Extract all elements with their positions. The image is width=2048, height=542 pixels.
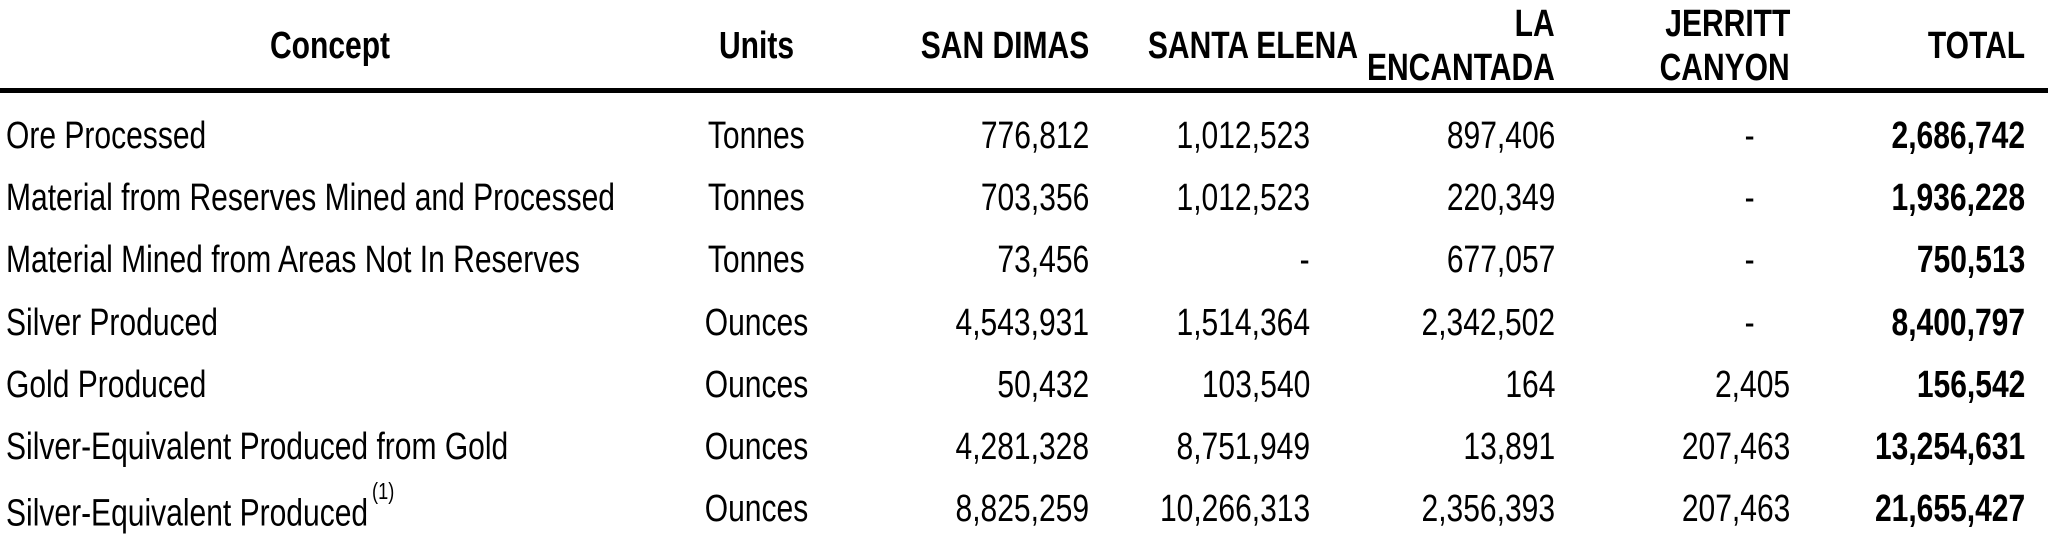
column-header-total: TOTAL <box>1927 25 2025 67</box>
column-header-san-dimas: SAN DIMAS <box>920 25 1089 67</box>
cell-la-encantada: 677,057 <box>1446 239 1555 282</box>
column-header-units: Units <box>718 25 794 67</box>
table-body: Ore Processed Tonnes 776,812 1,012,523 8… <box>0 93 2048 540</box>
cell-la-encantada: 220,349 <box>1446 177 1555 220</box>
table-row: Silver Produced Ounces 4,543,931 1,514,3… <box>0 292 2048 354</box>
column-header-jerritt-canyon: JERRITT CANYON <box>1659 3 1790 89</box>
cell-units: Ounces <box>704 301 808 344</box>
cell-san-dimas: 776,812 <box>980 115 1089 158</box>
cell-concept: Gold Produced <box>6 363 207 406</box>
cell-jerritt-canyon: 207,463 <box>1681 488 1790 531</box>
table-row: Silver-Equivalent Produced from Gold Oun… <box>0 416 2048 478</box>
cell-la-encantada: 13,891 <box>1463 426 1555 469</box>
table-row: Gold Produced Ounces 50,432 103,540 164 … <box>0 354 2048 416</box>
cell-san-dimas: 703,356 <box>980 177 1089 220</box>
table-row: Silver-Equivalent Produced(1) Ounces 8,8… <box>0 478 2048 540</box>
footnote-marker: (1) <box>372 478 395 505</box>
cell-units: Tonnes <box>707 177 805 220</box>
cell-total: 2,686,742 <box>1891 115 2025 158</box>
cell-santa-elena: - <box>1300 239 1310 282</box>
cell-total: 156,542 <box>1916 363 2025 406</box>
cell-concept: Silver-Equivalent Produced from Gold <box>6 426 509 469</box>
cell-total: 750,513 <box>1916 239 2025 282</box>
column-header-santa-elena: SANTA ELENA <box>1147 25 1358 67</box>
cell-santa-elena: 1,012,523 <box>1176 177 1310 220</box>
cell-units: Tonnes <box>707 115 805 158</box>
column-header-concept: Concept <box>269 25 391 67</box>
cell-santa-elena: 1,012,523 <box>1176 115 1310 158</box>
cell-san-dimas: 4,281,328 <box>955 426 1089 469</box>
cell-la-encantada: 2,356,393 <box>1421 488 1555 531</box>
cell-concept: Material Mined from Areas Not In Reserve… <box>6 239 580 282</box>
cell-units: Ounces <box>704 488 808 531</box>
cell-santa-elena: 1,514,364 <box>1176 301 1310 344</box>
cell-concept: Ore Processed <box>6 115 207 158</box>
cell-jerritt-canyon: - <box>1745 115 1755 158</box>
cell-units: Ounces <box>704 426 808 469</box>
cell-jerritt-canyon: 2,405 <box>1714 363 1790 406</box>
cell-santa-elena: 8,751,949 <box>1176 426 1310 469</box>
cell-concept: Silver Produced <box>6 301 218 344</box>
cell-santa-elena: 10,266,313 <box>1159 488 1310 531</box>
cell-san-dimas: 50,432 <box>997 363 1089 406</box>
cell-la-encantada: 897,406 <box>1446 115 1555 158</box>
cell-total: 13,254,631 <box>1874 426 2025 469</box>
cell-concept: Material from Reserves Mined and Process… <box>6 177 615 220</box>
cell-san-dimas: 4,543,931 <box>955 301 1089 344</box>
table-row: Ore Processed Tonnes 776,812 1,012,523 8… <box>0 105 2048 167</box>
cell-units: Ounces <box>704 363 808 406</box>
cell-la-encantada: 2,342,502 <box>1421 301 1555 344</box>
table-row: Material from Reserves Mined and Process… <box>0 167 2048 229</box>
cell-jerritt-canyon: - <box>1745 239 1755 282</box>
cell-jerritt-canyon: - <box>1745 301 1755 344</box>
cell-jerritt-canyon: 207,463 <box>1681 426 1790 469</box>
cell-jerritt-canyon: - <box>1745 177 1755 220</box>
table-header-row: Concept Units SAN DIMAS SANTA ELENA LA EN… <box>0 0 2048 93</box>
cell-units: Tonnes <box>707 239 805 282</box>
table-row: Material Mined from Areas Not In Reserve… <box>0 229 2048 291</box>
cell-total: 8,400,797 <box>1891 301 2025 344</box>
cell-total: 21,655,427 <box>1874 488 2025 531</box>
column-header-la-encantada: LA ENCANTADA <box>1367 3 1555 89</box>
cell-san-dimas: 73,456 <box>997 239 1089 282</box>
cell-la-encantada: 164 <box>1504 363 1555 406</box>
cell-concept: Silver-Equivalent Produced(1) <box>0 478 660 536</box>
concept-label: Silver-Equivalent Produced <box>6 493 369 536</box>
cell-santa-elena: 103,540 <box>1201 363 1310 406</box>
cell-san-dimas: 8,825,259 <box>955 488 1089 531</box>
cell-total: 1,936,228 <box>1891 177 2025 220</box>
